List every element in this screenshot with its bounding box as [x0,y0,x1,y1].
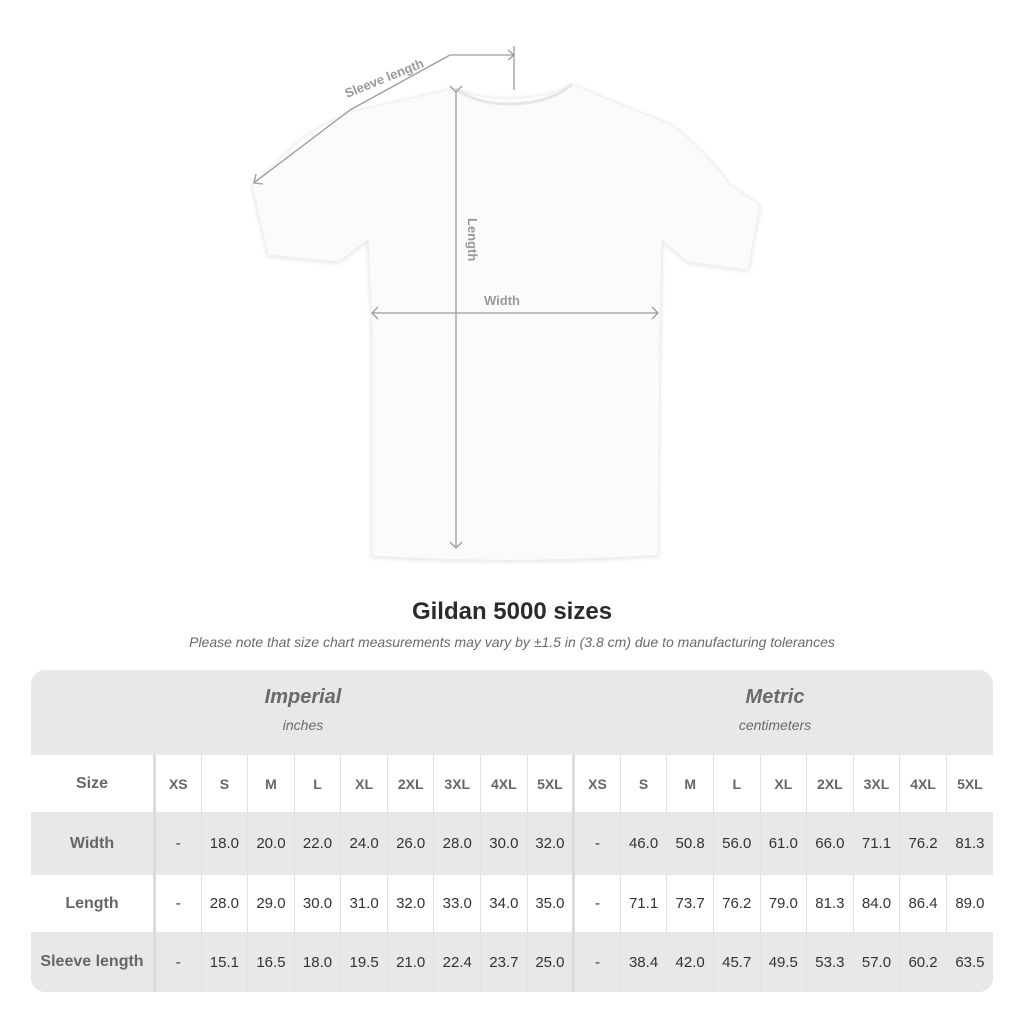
imperial-heading: Imperial [264,686,342,708]
cell-metric: 49.5 [759,932,807,992]
size-col-metric-2xl: 2XL [806,755,854,812]
size-col-metric-4xl: 4XL [899,755,947,812]
cell-imperial: 30.0 [293,875,341,932]
row-label: Width [31,812,156,875]
cell-metric: 76.2 [712,875,761,932]
cell-imperial: 31.0 [340,875,388,932]
measurement-lines [253,46,659,549]
cell-metric: 38.4 [619,932,667,992]
cell-metric: 81.3 [806,875,854,932]
cell-imperial: 19.5 [340,932,388,992]
cell-metric: 84.0 [852,875,900,932]
cell-metric: 73.7 [666,875,714,932]
size-col-metric-3xl: 3XL [852,755,900,812]
size-col-imperial-3xl: 3XL [433,755,481,812]
cell-imperial: 20.0 [247,812,295,875]
cell-imperial: 21.0 [386,932,434,992]
metric-heading: Metric [745,686,805,708]
cell-imperial: 33.0 [433,875,481,932]
imperial-unit: inches [282,717,324,733]
tshirt-diagram: Sleeve length Length Width [251,46,761,561]
cell-imperial: 28.0 [433,812,481,875]
size-col-metric-m: M [666,755,714,812]
metric-unit: centimeters [738,717,812,733]
cell-imperial: 18.0 [200,812,248,875]
cell-metric: 71.1 [852,812,900,875]
cell-metric: 66.0 [806,812,854,875]
cell-metric: 79.0 [759,875,807,932]
row-label: Length [31,875,156,932]
size-col-metric-xl: XL [759,755,807,812]
cell-imperial: 34.0 [480,875,528,932]
cell-metric: 53.3 [806,932,854,992]
size-col-imperial-4xl: 4XL [480,755,528,812]
imperial-header: Imperial inches [153,686,453,733]
cell-imperial: - [154,875,202,932]
cell-imperial: - [154,932,202,992]
size-col-imperial-5xl: 5XL [526,755,574,812]
cell-metric: 45.7 [712,932,761,992]
cell-imperial: 23.7 [480,932,528,992]
size-col-metric-s: S [619,755,667,812]
size-col-imperial-m: M [247,755,295,812]
cell-imperial: 22.4 [433,932,481,992]
size-col-metric-5xl: 5XL [945,755,993,812]
cell-imperial: 35.0 [526,875,574,932]
table-row: Width -18.0 20.0 22.0 24.0 26.0 28.0 30.0 32.0-4… [31,812,993,875]
cell-imperial: 15.1 [200,932,248,992]
size-col-imperial-xs: XS [154,755,202,812]
cell-imperial: 30.0 [480,812,528,875]
size-chart: Imperial inches Metric centimeters Size X… [31,670,993,992]
size-col-imperial-xl: XL [340,755,388,812]
cell-metric: 46.0 [619,812,667,875]
cell-metric: 86.4 [899,875,947,932]
size-col-imperial-s: S [200,755,248,812]
cell-imperial: 22.0 [293,812,341,875]
cell-imperial: 16.5 [247,932,295,992]
sleeve-length-label: Sleeve length [343,55,426,100]
size-col-metric-l: L [712,755,761,812]
cell-metric: 57.0 [852,932,900,992]
cell-metric: 63.5 [945,932,993,992]
cell-metric: - [572,812,621,875]
cell-metric: 50.8 [666,812,714,875]
cell-imperial: 18.0 [293,932,341,992]
cell-imperial: 28.0 [200,875,248,932]
tshirt-shape [251,83,761,561]
cell-imperial: 32.0 [526,812,574,875]
cell-imperial: 26.0 [386,812,434,875]
cell-metric: 76.2 [899,812,947,875]
cell-metric: - [572,932,621,992]
size-col-metric-xs: XS [572,755,621,812]
cell-metric: 60.2 [899,932,947,992]
cell-metric: 71.1 [619,875,667,932]
metric-header: Metric centimeters [625,686,925,733]
width-label: Width [484,293,520,308]
cell-imperial: 24.0 [340,812,388,875]
cell-metric: 81.3 [945,812,993,875]
page-title: Gildan 5000 sizes [411,598,613,625]
size-col-imperial-l: L [293,755,341,812]
cell-metric: 89.0 [945,875,993,932]
table-row: Length -28.0 29.0 30.0 31.0 32.0 33.0 34.0 35.0-… [31,875,993,932]
table-row: Sleeve length -15.1 16.5 18.0 19.5 21.0 22.4 23… [31,932,993,992]
length-label: Length [465,218,480,261]
row-label: Sleeve length [31,932,156,992]
cell-imperial: 32.0 [386,875,434,932]
cell-imperial: 29.0 [247,875,295,932]
cell-metric: - [572,875,621,932]
cell-metric: 56.0 [712,812,761,875]
size-header: Size [31,755,156,812]
cell-metric: 61.0 [759,812,807,875]
size-col-imperial-2xl: 2XL [386,755,434,812]
header-row: Size XS S M L XL 2XL 3XL 4XL 5XL XS S M L XL 2XL 3XL 4XL 5… [31,755,993,812]
size-table: Size XS S M L XL 2XL 3XL 4XL 5XL XS S M L XL 2XL 3XL 4XL 5… [31,755,993,992]
cell-metric: 42.0 [666,932,714,992]
cell-imperial: - [154,812,202,875]
tolerance-note: Please note that size chart measurements… [189,634,835,650]
cell-imperial: 25.0 [526,932,574,992]
